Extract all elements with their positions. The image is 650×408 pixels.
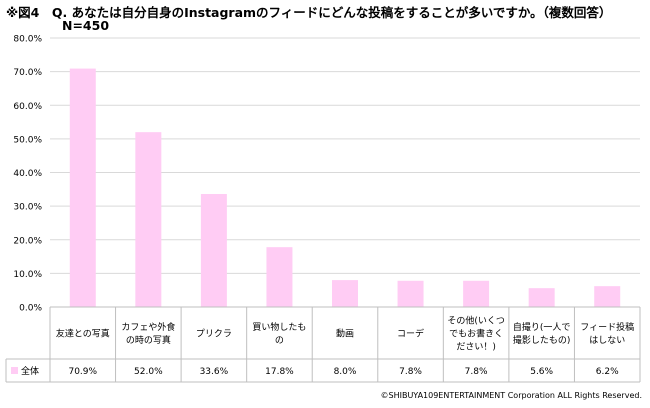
y-tick-label: 60.0% [13,102,42,112]
data-value-label: 6.2% [596,367,619,377]
data-value-label: 7.8% [399,367,422,377]
data-value-label: 5.6% [530,367,553,377]
bar [463,280,490,307]
y-tick-label: 70.0% [13,68,42,78]
x-category-label: コーデ [397,328,424,340]
copyright-credit: ©SHIBUYA109ENTERTAINMENT Corporation ALL… [380,391,643,400]
x-category-label: 友達との写真 [56,328,110,340]
x-category-label: 動画 [336,329,354,340]
bar [332,280,358,307]
bar [397,280,424,307]
data-value-label: 52.0% [134,367,163,377]
x-category-label: プリクラ [196,329,232,340]
x-category-label: その他(いくつでもお書きください！) [447,315,505,353]
bar [200,194,227,307]
legend-swatch [11,367,18,374]
legend-series-name: 全体 [21,365,39,377]
y-tick-label: 40.0% [13,169,42,179]
y-tick-label: 80.0% [13,35,42,45]
chart-title: ※図4 Q. あなたは自分自身のInstagramのフィードにどんな投稿をするこ… [6,5,612,20]
data-value-label: 17.8% [265,367,294,377]
bar [135,132,162,307]
y-tick-label: 20.0% [13,236,42,246]
bar-chart: 0.0% 10.0% 20.0% 30.0% 40.0% 50.0% 60.0% 70.0% 8… [5,35,641,383]
y-tick-label: 30.0% [13,203,42,213]
x-category-label: フィード投稿はしない [580,321,634,346]
chart-subtitle-sample-size: N=450 [62,18,110,33]
data-value-label: 7.8% [465,367,488,377]
data-value-label: 8.0% [334,367,357,377]
y-tick-label: 10.0% [13,270,42,280]
y-tick-label: 0.0% [19,304,42,314]
data-value-label: 33.6% [200,367,229,377]
bar [69,68,96,307]
bar [528,288,555,307]
x-category-label: カフェや外食の時の写真 [121,321,175,346]
x-category-label: 自撮り(一人で撮影したもの) [513,321,571,346]
y-tick-label: 50.0% [13,135,42,145]
data-value-label: 70.9% [68,367,97,377]
bar [266,247,293,307]
bar [594,286,621,307]
x-category-label: 買い物したもの [252,321,306,346]
